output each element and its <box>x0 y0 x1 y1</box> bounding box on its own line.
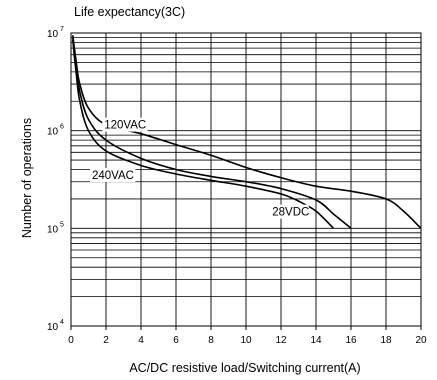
series-labels: 120VAC 240VAC 28VDC <box>90 117 309 219</box>
x-tick-label: 20 <box>415 335 427 346</box>
series-label-28vdc: 28VDC <box>272 207 309 219</box>
grid <box>71 33 421 326</box>
y-tick-label: 10 <box>47 127 59 138</box>
y-tick-exponent: 4 <box>60 319 64 326</box>
chart-title: Life expectancy(3C) <box>74 5 185 19</box>
x-axis-label: AC/DC resistive load/Switching current(A… <box>129 361 360 375</box>
x-tick-label: 0 <box>68 335 74 346</box>
series-label-background <box>102 117 148 132</box>
y-tick-label: 10 <box>47 224 59 235</box>
x-axis: 0 2 4 6 8 10 12 14 16 18 20 <box>68 326 427 346</box>
x-tick-label: 8 <box>208 335 214 346</box>
series-label-120vac: 120VAC <box>104 120 146 132</box>
x-tick-label: 10 <box>240 335 252 346</box>
y-axis-label: Number of operations <box>20 118 34 238</box>
x-tick-label: 12 <box>275 335 287 346</box>
series-line-120vac <box>72 35 422 229</box>
y-tick-exponent: 6 <box>60 124 64 131</box>
series-line-240vac <box>72 37 352 229</box>
x-tick-label: 4 <box>138 335 144 346</box>
series-label-240vac: 240VAC <box>92 170 134 182</box>
series-label-background <box>90 167 136 182</box>
x-tick-label: 16 <box>345 335 357 346</box>
y-tick-exponent: 5 <box>60 221 64 228</box>
y-tick-exponent: 7 <box>60 26 64 33</box>
series-label-background <box>270 204 309 219</box>
x-tick-label: 6 <box>173 335 179 346</box>
x-tick-label: 2 <box>103 335 109 346</box>
x-tick-label: 14 <box>310 335 322 346</box>
y-tick-label: 10 <box>47 322 59 333</box>
series-line-28vdc <box>72 39 335 229</box>
series-lines <box>72 35 422 229</box>
x-tick-label: 18 <box>380 335 392 346</box>
y-tick-label: 10 <box>47 29 59 40</box>
